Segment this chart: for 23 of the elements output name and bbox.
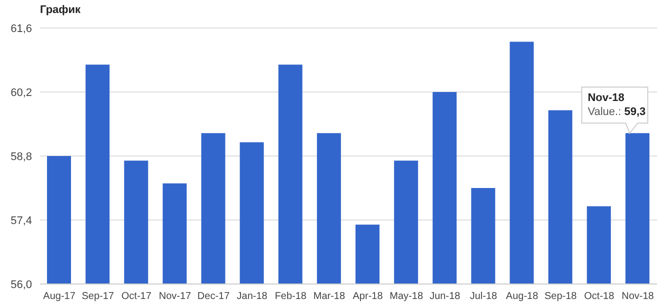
annotation: Nov-18 Value.: 59,3 (588, 92, 646, 118)
x-tick-label: Apr-18 (352, 291, 384, 302)
x-tick-label: Nov-18 (622, 291, 654, 302)
x-tick-label: May-18 (390, 291, 424, 302)
x-tick-label: Aug-17 (43, 291, 76, 302)
x-tick-label: Oct-18 (584, 291, 615, 302)
x-tick-label: Oct-17 (121, 291, 152, 302)
chart-title: График (40, 4, 81, 16)
x-tick-label: Nov-17 (158, 291, 192, 302)
x-tick-label: Jun-18 (430, 291, 461, 302)
x-tick-label: Jan-18 (236, 291, 268, 302)
x-tick-label: Aug-18 (506, 291, 539, 302)
y-tick-label: 57,4 (10, 214, 32, 227)
y-tick-label: 60,2 (10, 86, 32, 99)
x-tick-label: Sep-17 (82, 291, 114, 302)
y-tick-label: 56,0 (10, 278, 32, 291)
x-tick-label: Mar-18 (313, 291, 346, 302)
x-tick-label: Feb-18 (274, 291, 307, 302)
y-tick-label: 61,6 (10, 22, 32, 35)
x-tick-label: Jul-18 (470, 291, 498, 302)
x-tick-label: Sep-18 (544, 291, 578, 302)
x-tick-label: Dec-17 (197, 291, 230, 302)
y-tick-label: 58,8 (10, 150, 32, 163)
